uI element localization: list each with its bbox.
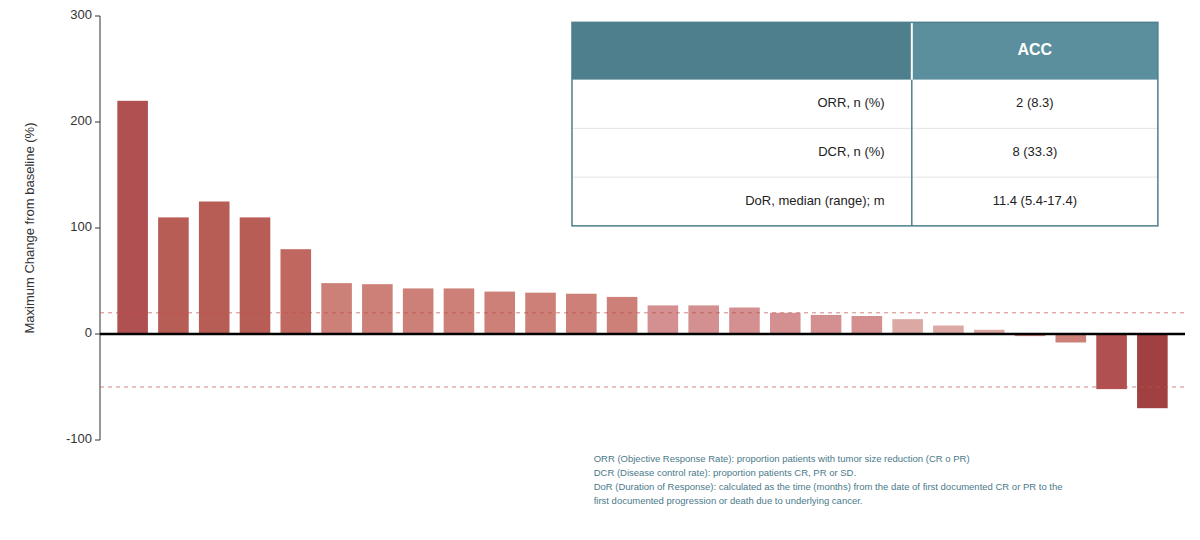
table-row-value: 2 (8.3) — [1016, 95, 1054, 110]
bar — [117, 101, 148, 334]
zero-line — [100, 333, 1185, 336]
bar — [403, 288, 434, 334]
bar — [158, 217, 189, 334]
bar — [729, 308, 760, 335]
bar — [280, 249, 311, 334]
bar — [566, 294, 597, 334]
y-tick-label: 200 — [70, 113, 92, 128]
y-tick — [95, 440, 100, 441]
footnote: first documented progression or death du… — [594, 495, 863, 506]
y-tick — [95, 334, 100, 335]
table-row-label: ORR, n (%) — [818, 95, 885, 110]
bar — [1096, 334, 1127, 389]
table-divider — [911, 80, 913, 226]
bar — [770, 313, 801, 334]
table-row-value: 8 (33.3) — [1012, 144, 1057, 159]
table-header-cell — [912, 22, 1158, 79]
y-tick-label: 300 — [70, 7, 92, 22]
footnote: DoR (Duration of Response): calculated a… — [594, 481, 1063, 492]
bar — [892, 319, 923, 334]
bar — [688, 305, 719, 334]
table-header-cell — [572, 22, 912, 79]
table-bg — [572, 22, 1158, 226]
bar — [852, 316, 883, 334]
table-separator — [572, 177, 1158, 178]
table-row-value: 11.4 (5.4-17.4) — [993, 193, 1077, 208]
y-axis-label: Maximum Change from baseline (%) — [22, 123, 37, 334]
table-row-label: DCR, n (%) — [818, 144, 884, 159]
table-header: ACC — [1018, 41, 1053, 58]
bar — [525, 293, 556, 334]
bar — [362, 284, 393, 334]
footnote: DCR (Disease control rate): proportion p… — [594, 467, 856, 478]
y-tick-label: -100 — [66, 431, 92, 446]
bar — [811, 315, 842, 334]
y-tick — [95, 122, 100, 123]
reference-line — [100, 312, 1185, 313]
bar — [199, 202, 230, 335]
bar — [607, 297, 638, 334]
bar — [444, 288, 475, 334]
y-tick-label: 100 — [70, 219, 92, 234]
bar — [1137, 334, 1168, 408]
table-separator — [572, 128, 1158, 129]
chart: -100 0 100 200 300 Maximum Change from baseli… — [0, 0, 1200, 540]
bar — [1055, 334, 1086, 342]
footnote: ORR (Objective Response Rate): proportio… — [594, 453, 970, 464]
y-tick — [95, 228, 100, 229]
y-tick-label: 0 — [85, 325, 92, 340]
reference-line — [100, 387, 1185, 388]
y-tick — [95, 16, 100, 17]
table-row-label: DoR, median (range); m — [745, 193, 884, 208]
bar — [648, 305, 679, 334]
bar — [240, 217, 271, 334]
bar — [933, 326, 964, 334]
table-border — [572, 22, 1158, 226]
table-divider — [911, 22, 913, 79]
bar — [321, 283, 352, 334]
